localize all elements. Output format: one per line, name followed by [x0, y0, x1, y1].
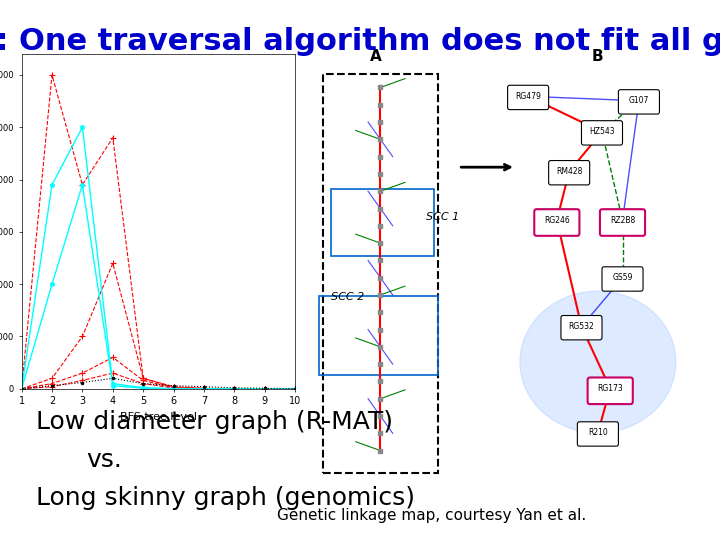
Text: Long skinny graph (genomics): Long skinny graph (genomics): [36, 486, 415, 510]
FancyBboxPatch shape: [600, 209, 645, 236]
FancyBboxPatch shape: [588, 377, 633, 404]
Text: GS59: GS59: [612, 273, 633, 282]
Text: G107: G107: [629, 96, 649, 105]
X-axis label: BFS tree level: BFS tree level: [120, 412, 197, 422]
FancyBboxPatch shape: [536, 209, 577, 234]
Text: RZ2B8: RZ2B8: [610, 216, 635, 225]
FancyBboxPatch shape: [618, 90, 660, 114]
FancyBboxPatch shape: [508, 85, 549, 110]
Text: RG532: RG532: [569, 322, 594, 331]
Bar: [323, 74, 438, 472]
FancyBboxPatch shape: [602, 209, 643, 234]
Text: HZ543: HZ543: [589, 127, 615, 136]
Text: Moral: One traversal algorithm does not fit all graphs: Moral: One traversal algorithm does not …: [0, 27, 720, 56]
Text: Low diameter graph (R-MAT): Low diameter graph (R-MAT): [36, 410, 393, 434]
Text: R210: R210: [588, 428, 608, 437]
FancyBboxPatch shape: [602, 267, 643, 291]
Text: vs.: vs.: [86, 448, 122, 472]
Bar: [319, 295, 438, 375]
Text: SCC 1: SCC 1: [426, 212, 459, 222]
Text: RG246: RG246: [544, 216, 570, 225]
FancyBboxPatch shape: [582, 120, 623, 145]
FancyBboxPatch shape: [577, 422, 618, 446]
Text: SCC 2: SCC 2: [331, 292, 364, 302]
FancyBboxPatch shape: [561, 315, 602, 340]
FancyBboxPatch shape: [534, 209, 580, 236]
Bar: [331, 190, 433, 256]
Text: RG479: RG479: [516, 92, 541, 101]
FancyBboxPatch shape: [549, 160, 590, 185]
Text: RG173: RG173: [598, 384, 623, 393]
Text: A: A: [370, 49, 382, 64]
Text: Genetic linkage map, courtesy Yan et al.: Genetic linkage map, courtesy Yan et al.: [277, 508, 587, 523]
Text: RM428: RM428: [556, 167, 582, 176]
Ellipse shape: [520, 291, 676, 433]
FancyBboxPatch shape: [590, 377, 631, 402]
Text: B: B: [592, 49, 603, 64]
